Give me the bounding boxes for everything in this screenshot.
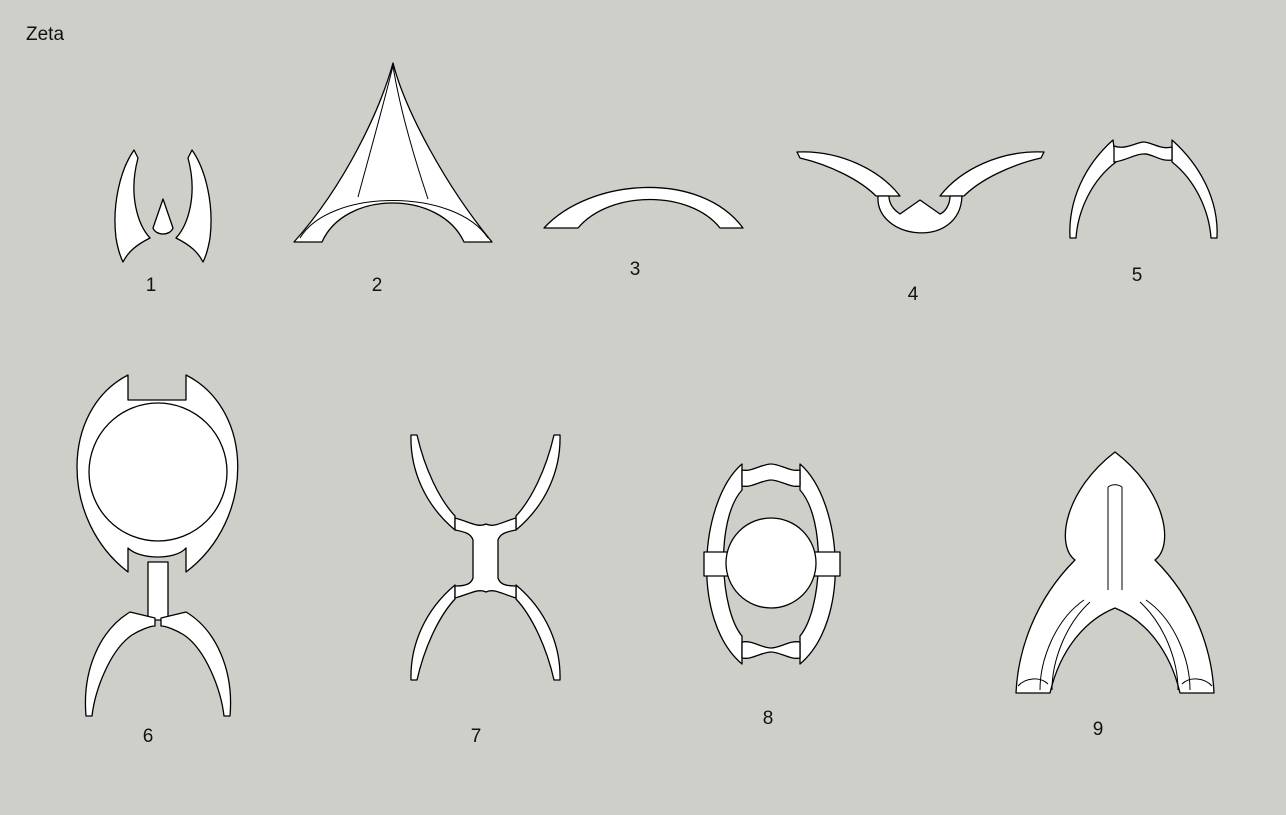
insignia-4-body xyxy=(877,195,963,234)
label-7: 7 xyxy=(471,726,482,747)
insignia-7-upper-left xyxy=(410,434,456,531)
insignia-8 xyxy=(703,463,841,665)
label-5: 5 xyxy=(1132,265,1143,286)
insignia-5-bridge xyxy=(1113,141,1173,163)
insignia-9 xyxy=(1015,451,1215,694)
insignia-7-upper-right xyxy=(515,434,561,531)
insignia-8-top-bridge xyxy=(741,463,801,487)
insignia-7-lower-right xyxy=(515,584,561,681)
page-title: Zeta xyxy=(26,24,65,45)
insignia-8-bottom-bridge xyxy=(741,641,801,659)
insignia-2-delta xyxy=(293,62,493,243)
insignia-6-lower-left xyxy=(84,611,156,717)
insignia-5-right-arm xyxy=(1171,139,1218,239)
insignia-2-inner-line-right xyxy=(392,65,429,200)
insignia-3-arc xyxy=(543,186,744,229)
insignia-1-center-spike xyxy=(152,198,174,235)
label-9: 9 xyxy=(1093,719,1104,740)
insignia-7-lower-left xyxy=(410,584,456,681)
insignia-3 xyxy=(543,186,744,229)
insignia-4-left-wing xyxy=(796,151,901,197)
insignia-1-right-horn xyxy=(175,149,212,263)
label-8: 8 xyxy=(763,708,774,729)
label-2: 2 xyxy=(372,275,383,296)
insignia-4 xyxy=(796,151,1045,234)
insignia-2-inner-line-left xyxy=(357,65,394,198)
insignia-6-disk xyxy=(88,402,228,542)
insignia-1-left-horn xyxy=(114,149,151,263)
insignia-2-arc xyxy=(299,200,489,239)
label-1: 1 xyxy=(146,275,157,296)
label-4: 4 xyxy=(908,284,919,305)
insignia-7 xyxy=(410,434,561,681)
insignia-1 xyxy=(114,149,212,263)
label-6: 6 xyxy=(143,726,154,747)
label-3: 3 xyxy=(630,259,641,280)
insignia-8-disk xyxy=(725,517,817,609)
insignia-2 xyxy=(293,62,493,243)
insignia-8-left-arc xyxy=(706,463,743,665)
insignia-9-outer xyxy=(1015,451,1215,694)
insignia-9-feet xyxy=(1017,678,1213,687)
insignia-4-right-wing xyxy=(939,151,1045,197)
insignia-7-center xyxy=(454,517,517,599)
insignia-6 xyxy=(76,374,239,717)
insignia-6-lower-right xyxy=(160,611,232,717)
insignia-5 xyxy=(1069,139,1218,239)
insignia-6-stem xyxy=(147,561,169,621)
insignia-8-right-arc xyxy=(799,463,836,665)
insignia-5-left-arm xyxy=(1069,139,1117,239)
insignia-9-spine xyxy=(1107,484,1123,590)
